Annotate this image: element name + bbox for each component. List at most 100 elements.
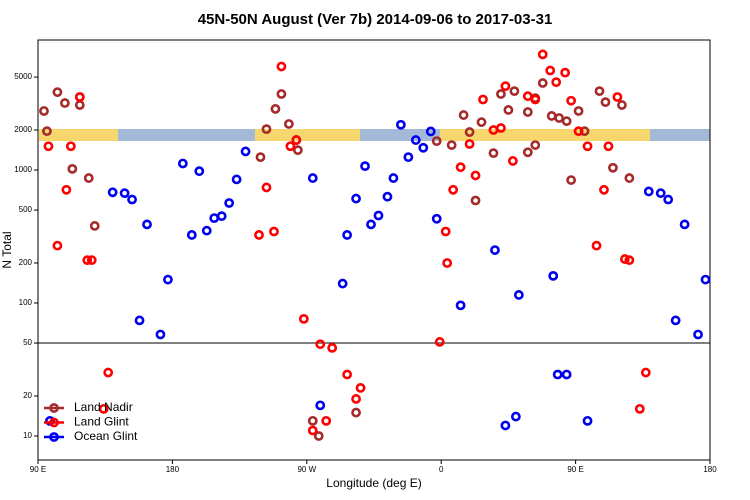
point xyxy=(476,117,487,128)
point xyxy=(612,92,623,102)
point xyxy=(65,141,76,152)
point xyxy=(360,161,370,172)
band-land xyxy=(39,129,118,141)
y-tick-label: 10 xyxy=(23,431,32,440)
point xyxy=(655,188,666,199)
point xyxy=(455,162,466,173)
point xyxy=(373,210,384,221)
point xyxy=(440,226,451,237)
point xyxy=(355,382,366,393)
point xyxy=(351,394,361,404)
point xyxy=(74,92,85,102)
point xyxy=(509,86,520,97)
point xyxy=(342,230,353,240)
point xyxy=(700,274,711,285)
x-tick-label: 90 E xyxy=(567,465,583,474)
point xyxy=(530,94,541,105)
point xyxy=(608,162,618,173)
point xyxy=(177,158,188,169)
point xyxy=(43,141,54,152)
point xyxy=(42,126,52,137)
band-ocean xyxy=(118,129,255,141)
point xyxy=(470,170,481,181)
legend-label: Land Glint xyxy=(74,415,129,429)
point xyxy=(59,98,70,108)
point xyxy=(134,315,145,326)
point xyxy=(640,367,651,378)
point xyxy=(448,184,459,195)
y-tick-label: 5000 xyxy=(14,72,32,81)
point xyxy=(254,230,264,240)
point xyxy=(292,145,303,156)
y-tick-label: 1000 xyxy=(14,165,32,174)
point xyxy=(663,194,674,205)
point xyxy=(458,110,469,120)
point xyxy=(276,61,287,72)
y-tick-label: 500 xyxy=(19,205,33,214)
point xyxy=(255,152,266,163)
point xyxy=(163,274,173,285)
point xyxy=(510,411,521,422)
point xyxy=(418,142,429,153)
point xyxy=(624,255,635,266)
point xyxy=(599,184,609,195)
point xyxy=(603,141,614,152)
point xyxy=(307,415,318,426)
point xyxy=(573,106,584,116)
point xyxy=(431,136,442,147)
point xyxy=(83,173,94,183)
band-land xyxy=(255,129,360,141)
point xyxy=(382,191,393,202)
y-axis-label: N Total xyxy=(0,231,14,268)
point xyxy=(127,194,137,205)
point xyxy=(594,86,605,97)
point xyxy=(186,230,197,240)
point xyxy=(507,156,518,166)
point xyxy=(61,184,72,195)
point xyxy=(142,219,152,230)
point xyxy=(231,174,242,185)
point xyxy=(670,315,681,326)
legend-marker xyxy=(49,432,59,442)
point xyxy=(619,254,630,264)
point xyxy=(276,89,287,99)
point xyxy=(561,116,572,127)
point xyxy=(82,255,93,266)
point xyxy=(548,270,559,281)
point xyxy=(693,329,703,340)
point xyxy=(634,403,645,414)
point xyxy=(464,139,475,149)
point xyxy=(566,175,577,185)
point xyxy=(52,87,63,98)
point xyxy=(537,49,548,60)
point xyxy=(513,290,524,300)
point xyxy=(67,163,78,174)
point xyxy=(591,240,602,251)
point xyxy=(39,106,49,116)
point xyxy=(554,113,565,123)
y-tick-label: 2000 xyxy=(14,125,32,134)
point xyxy=(342,369,353,380)
point xyxy=(679,219,690,230)
point xyxy=(321,415,332,426)
point xyxy=(643,186,654,197)
point xyxy=(337,278,348,289)
chart-title: 45N-50N August (Ver 7b) 2014-09-06 to 20… xyxy=(198,11,553,28)
point xyxy=(561,369,572,380)
x-axis-label: Longitude (deg E) xyxy=(326,476,421,490)
point xyxy=(500,420,511,431)
point xyxy=(500,81,511,92)
point xyxy=(98,403,109,414)
point xyxy=(224,198,235,208)
point xyxy=(261,182,272,193)
x-tick-label: 180 xyxy=(703,465,717,474)
point xyxy=(442,258,453,268)
surface-band xyxy=(39,129,710,141)
point xyxy=(560,67,571,78)
point xyxy=(216,211,227,222)
point xyxy=(551,77,562,88)
point xyxy=(470,195,481,206)
point xyxy=(313,431,324,441)
point xyxy=(395,119,406,130)
